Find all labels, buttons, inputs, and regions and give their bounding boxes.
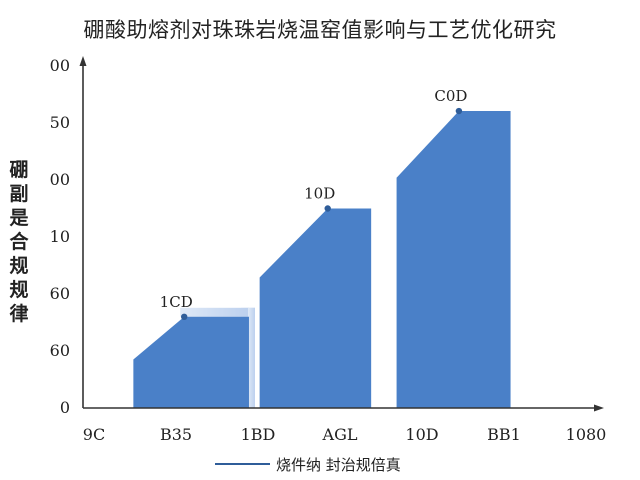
data-point: [181, 313, 188, 320]
legend-label: 烧件纳 封治规倍真: [276, 455, 401, 474]
x-tick-label: BB1: [487, 425, 521, 444]
x-tick-label: 10D: [405, 425, 438, 444]
y-tick-label: 50: [50, 113, 70, 132]
area-segment: [259, 208, 372, 408]
data-label: 10D: [304, 185, 335, 203]
x-axis-arrow: [594, 404, 604, 412]
y-tick-label: 60: [50, 341, 70, 360]
y-tick-label: 00: [50, 56, 70, 75]
y-tick-label: 0: [60, 398, 70, 417]
legend-swatch: [215, 463, 270, 465]
segment-glow: [180, 307, 249, 317]
area-segment: [396, 111, 511, 408]
y-axis-label: 硼副是合规规律: [9, 159, 29, 325]
y-axis-arrow: [79, 56, 87, 66]
area-segment: [133, 316, 249, 408]
y-tick-label: 60: [50, 284, 70, 303]
x-tick-label: 1080: [566, 425, 607, 444]
data-label: C0D: [434, 87, 467, 105]
data-point: [455, 107, 463, 115]
y-tick-label: 10: [50, 227, 70, 246]
x-tick-label: 1BD: [241, 425, 276, 444]
segment-glow: [247, 307, 255, 408]
x-tick-label: 9C: [83, 425, 105, 444]
y-tick-label: 00: [50, 170, 70, 189]
chart-title: 硼酸助熔剂对珠珠岩烧温窑值影响与工艺优化研究: [83, 18, 557, 42]
data-point: [324, 205, 331, 212]
data-label: 1CD: [160, 293, 193, 311]
x-tick-label: AGL: [322, 425, 358, 444]
legend: 烧件纳 封治规倍真: [215, 454, 401, 474]
x-tick-label: B35: [160, 425, 192, 444]
